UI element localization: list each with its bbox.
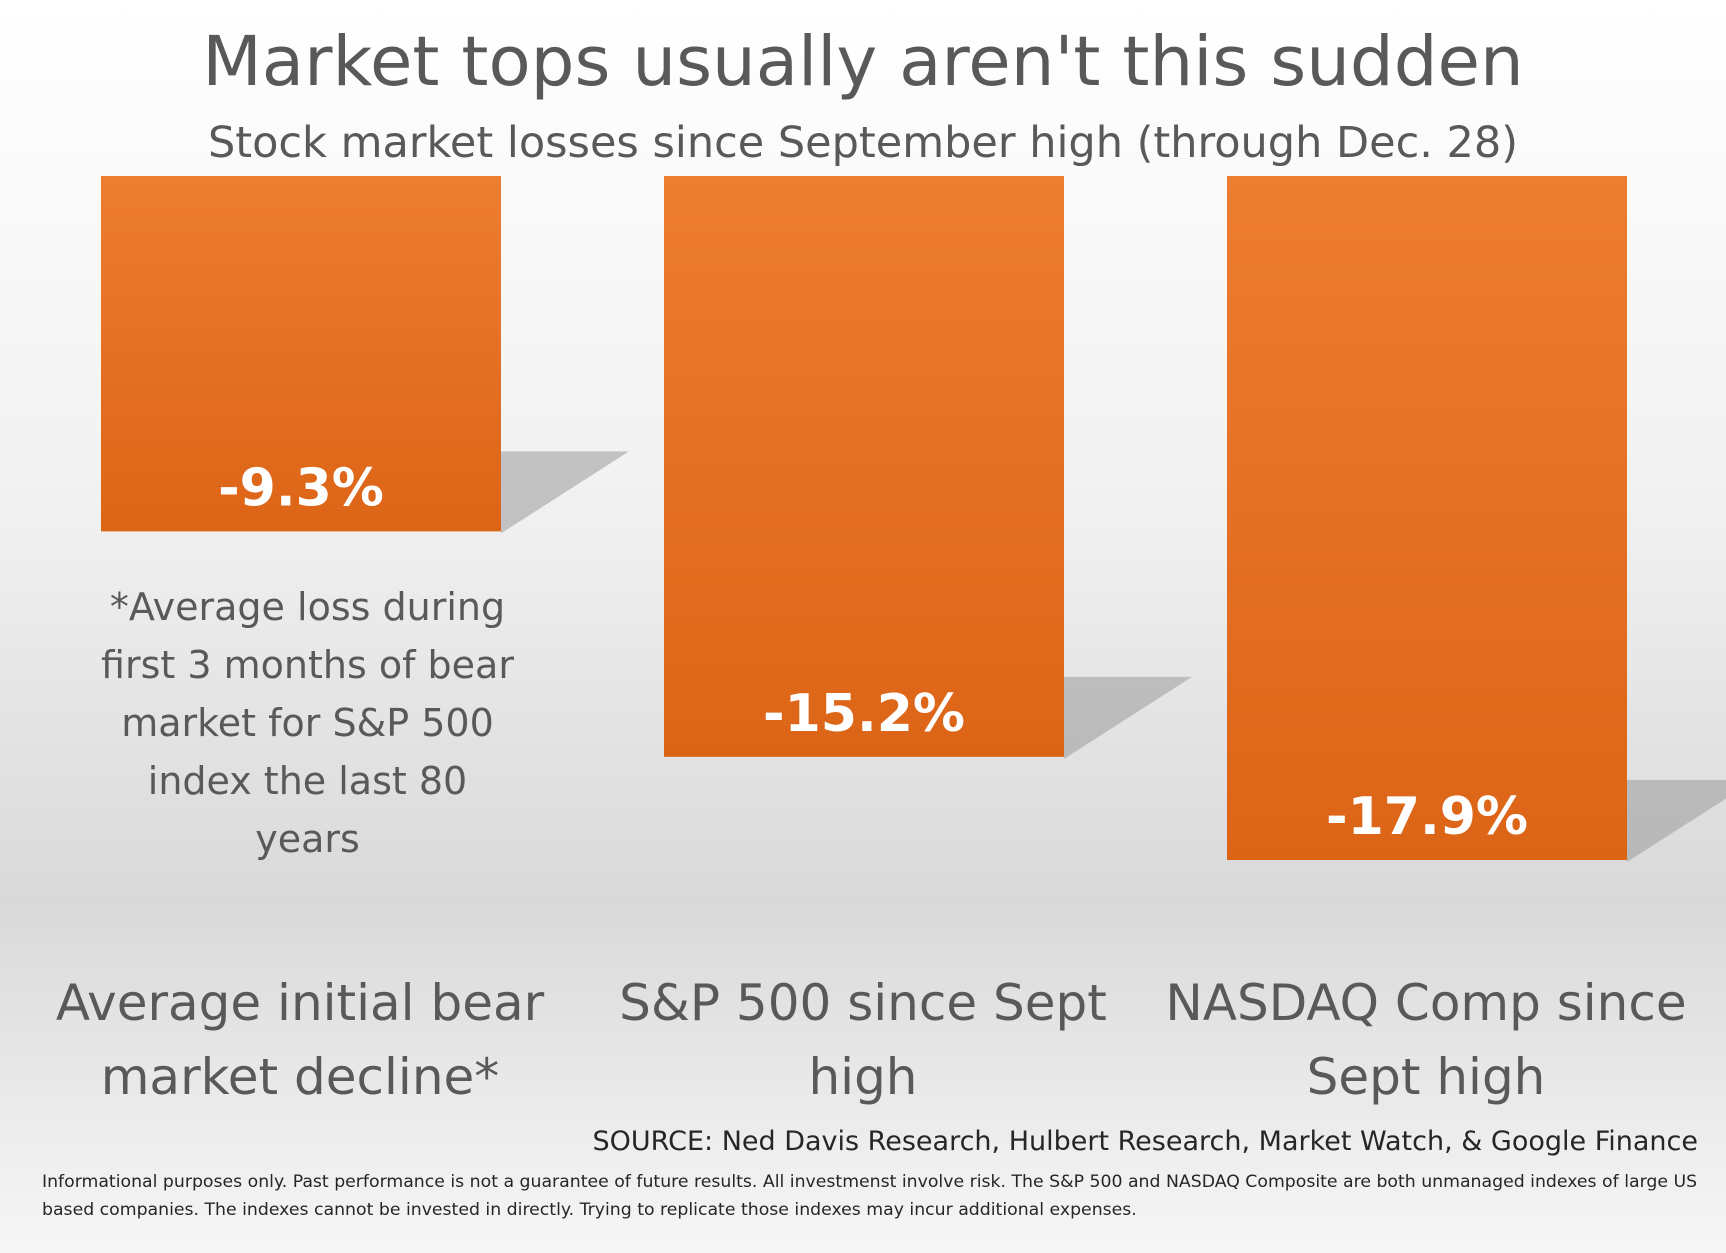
category-label-avg-bear: Average initial bear market decline* — [55, 974, 545, 1106]
data-label-avg-bear: -9.3% — [218, 458, 384, 518]
bar-avg-bear — [101, 176, 501, 532]
source-text: SOURCE: Ned Davis Research, Hulbert Rese… — [592, 1126, 1698, 1157]
bar-shadow-nasdaq — [1627, 780, 1726, 862]
category-label-sp500: S&P 500 since Sept high — [619, 974, 1107, 1106]
chart-title: Market tops usually aren't this sudden — [202, 22, 1524, 102]
bar-shadow-avg-bear — [501, 451, 629, 534]
bar-shadow-sp500 — [1064, 676, 1192, 759]
data-label-sp500: -15.2% — [763, 684, 965, 744]
chart-subtitle: Stock market losses since September high… — [207, 118, 1519, 168]
data-label-nasdaq: -17.9% — [1326, 787, 1528, 847]
bar-nasdaq — [1227, 176, 1627, 860]
disclaimer-text: Informational purposes only. Past perfor… — [42, 1172, 1698, 1220]
bar-sp500 — [664, 176, 1064, 757]
category-label-nasdaq: NASDAQ Comp since Sept high — [1165, 974, 1687, 1106]
footnote-annotation: *Average loss during first 3 months of b… — [101, 585, 514, 861]
